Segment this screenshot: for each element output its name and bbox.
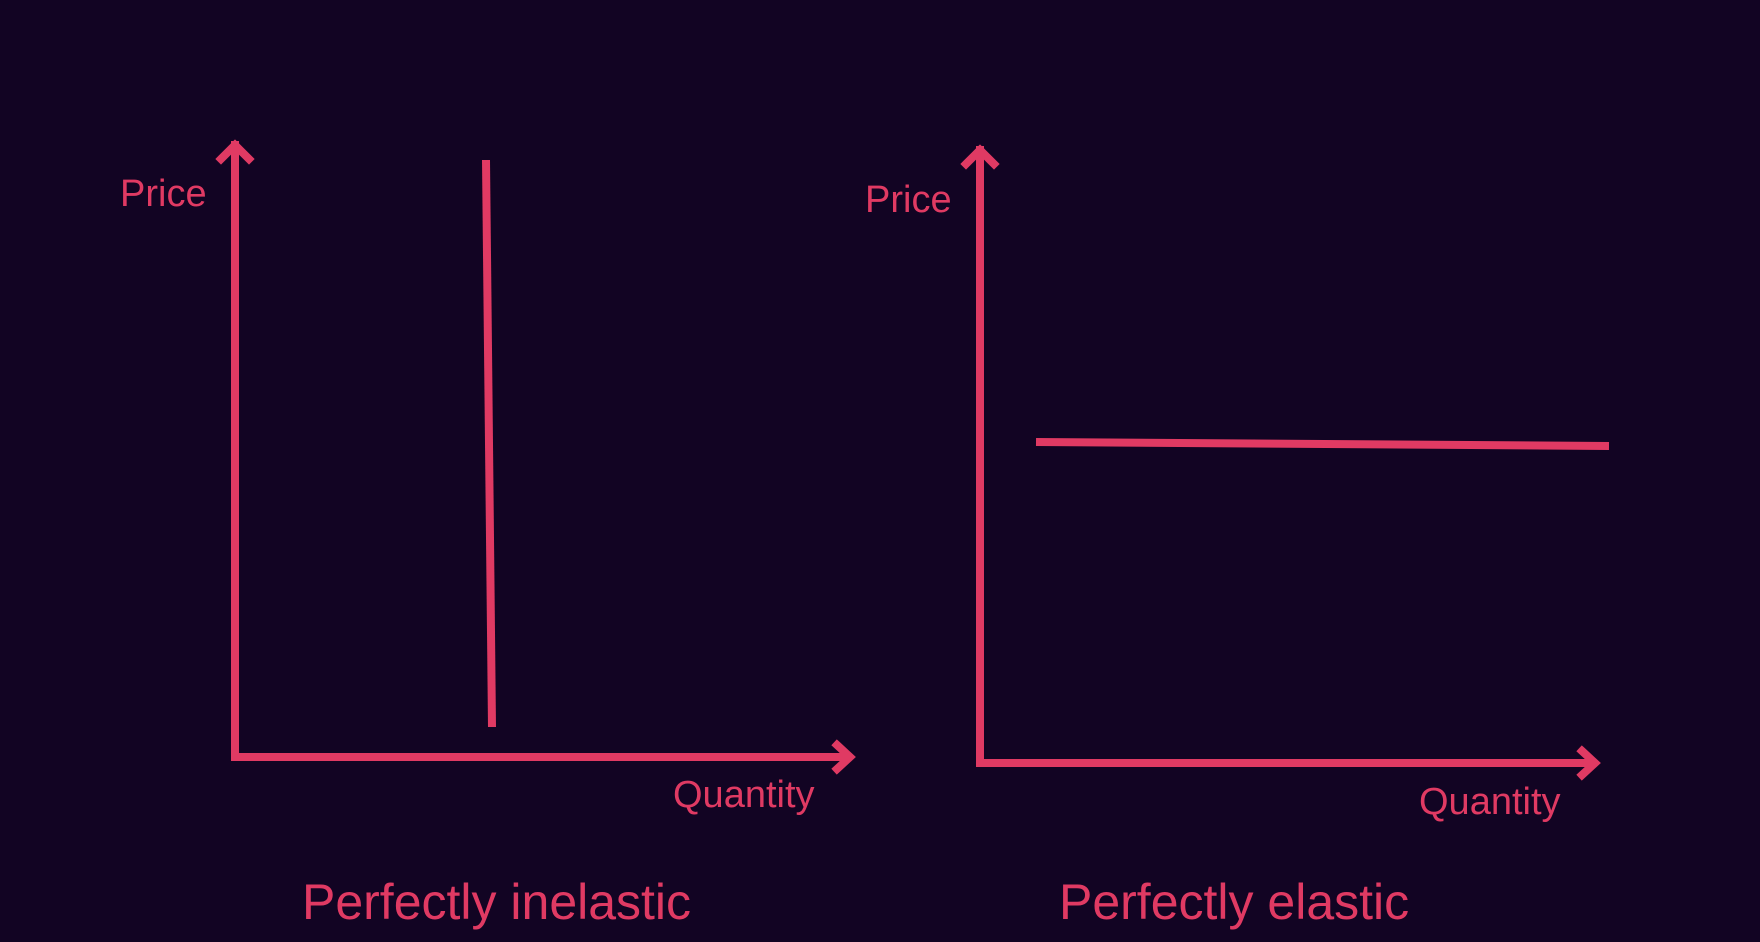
elastic-y-axis-arrow: [960, 144, 1000, 170]
inelastic-caption: Perfectly inelastic: [302, 874, 692, 930]
inelastic-diagram: [215, 139, 856, 775]
elastic-price-label: Price: [865, 179, 952, 221]
inelastic-y-axis-arrow: [215, 139, 255, 165]
inelastic-price-label: Price: [120, 173, 207, 215]
elastic-demand-line: [1035, 438, 1610, 450]
inelastic-quantity-label: Quantity: [673, 774, 815, 816]
inelastic-x-axis-arrow: [831, 739, 856, 775]
elastic-x-axis-arrow: [1576, 745, 1601, 781]
inelastic-demand-line: [482, 159, 496, 728]
elastic-caption: Perfectly elastic: [1059, 874, 1410, 930]
elastic-quantity-label: Quantity: [1419, 781, 1561, 823]
elastic-diagram: [960, 144, 1610, 781]
